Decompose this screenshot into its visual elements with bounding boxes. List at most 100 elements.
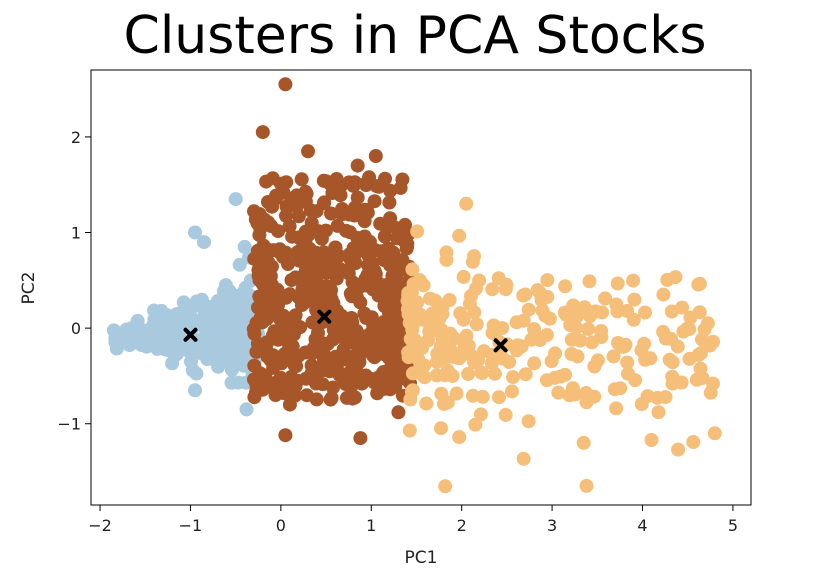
- cluster-3-point: [707, 426, 722, 441]
- cluster-3-point: [490, 321, 504, 336]
- cluster-3-point: [567, 387, 582, 402]
- cluster-3-point: [461, 367, 476, 381]
- cluster-3-point: [671, 442, 686, 457]
- cluster-2-point: [294, 172, 309, 187]
- cluster-2-point: [306, 364, 320, 379]
- cluster-3-point: [609, 401, 624, 416]
- cluster-1-point: [239, 402, 254, 417]
- cluster-1-point: [154, 318, 169, 333]
- cluster-3-point: [665, 355, 680, 370]
- cluster-1-point: [172, 314, 187, 329]
- cluster-3-point: [521, 414, 536, 429]
- cluster-3-point: [695, 370, 710, 385]
- cluster-2-point: [326, 296, 341, 311]
- cluster-2-point: [298, 224, 313, 239]
- cluster-3-point: [452, 351, 467, 366]
- cluster-2-point: [301, 144, 315, 159]
- cluster-2-point: [258, 373, 273, 388]
- cluster-1-point: [236, 358, 251, 373]
- cluster-1-point: [202, 305, 217, 320]
- cluster-3-point: [665, 369, 680, 384]
- cluster-2-point: [339, 390, 354, 405]
- cluster-3-point: [540, 273, 555, 288]
- cluster-2-point: [249, 385, 263, 400]
- centroid-marker-1: [183, 327, 198, 342]
- cluster-3-point: [438, 479, 453, 494]
- cluster-1-point: [197, 235, 211, 250]
- centroid-layer: [183, 309, 508, 353]
- cluster-3-point: [643, 351, 658, 366]
- cluster-2-point: [308, 332, 323, 347]
- cluster-3-point: [570, 309, 584, 324]
- cluster-2-point: [246, 322, 261, 337]
- cluster-2-point: [317, 195, 332, 210]
- cluster-2-point: [278, 428, 293, 443]
- cluster-3-point: [658, 331, 673, 346]
- cluster-2-point: [304, 293, 318, 308]
- cluster-2-point: [391, 405, 406, 420]
- cluster-3-point: [410, 224, 425, 239]
- cluster-2-point: [325, 354, 340, 369]
- cluster-3-point: [558, 367, 573, 382]
- cluster-3-point: [638, 305, 652, 320]
- cluster-2-point: [260, 349, 275, 364]
- cluster-2-point: [352, 348, 367, 363]
- cluster-3-point: [484, 356, 499, 371]
- cluster-3-point: [644, 433, 659, 447]
- cluster-2-point: [325, 186, 340, 200]
- cluster-3-point: [452, 228, 467, 243]
- cluster-2-point: [266, 327, 281, 342]
- cluster-3-point: [692, 276, 707, 291]
- cluster-3-point: [405, 366, 420, 381]
- cluster-3-point: [581, 322, 596, 336]
- cluster-3-point: [527, 356, 542, 371]
- cluster-3-point: [610, 276, 625, 291]
- cluster-2-point: [288, 270, 303, 285]
- cluster-1-point: [224, 375, 239, 390]
- cluster-3-point: [686, 435, 701, 449]
- cluster-3-point: [403, 392, 418, 407]
- cluster-3-point: [706, 334, 721, 349]
- cluster-1-point: [176, 295, 191, 310]
- cluster-3-point: [675, 300, 690, 315]
- cluster-3-point: [473, 407, 488, 422]
- y-tick-label: −1: [57, 415, 81, 434]
- cluster-2-point: [369, 179, 384, 194]
- cluster-1-point: [189, 366, 204, 381]
- cluster-1-point: [128, 325, 143, 340]
- cluster-3-point: [620, 355, 635, 370]
- cluster-3-point: [499, 277, 514, 292]
- cluster-3-point: [558, 279, 573, 294]
- cluster-3-point: [539, 373, 554, 388]
- cluster-3-point: [447, 331, 462, 346]
- cluster-3-point: [651, 405, 666, 420]
- cluster-3-point: [617, 339, 632, 354]
- cluster-3-point: [434, 421, 448, 436]
- cluster-3-point: [524, 332, 539, 347]
- cluster-2-point: [353, 431, 368, 446]
- cluster-2-point: [383, 313, 398, 328]
- plot-frame: [90, 69, 752, 506]
- x-tick-label: −2: [88, 516, 112, 535]
- cluster-2-point: [387, 220, 402, 235]
- cluster-2-point: [289, 359, 304, 374]
- cluster-3-point: [539, 328, 554, 342]
- cluster-3-point: [676, 324, 691, 339]
- cluster-1-point: [188, 225, 202, 240]
- cluster-3-point: [542, 311, 557, 326]
- cluster-2-point: [288, 379, 303, 394]
- cluster-2-point: [370, 386, 385, 401]
- cluster-1-point: [214, 317, 229, 332]
- cluster-2-point: [261, 195, 275, 209]
- cluster-3-point: [487, 366, 502, 381]
- cluster-3-point: [587, 359, 602, 374]
- cluster-2-point: [299, 388, 314, 403]
- cluster-2-point: [386, 245, 401, 260]
- cluster-3-point: [691, 347, 706, 362]
- cluster-2-point: [272, 242, 287, 257]
- x-tick-label: 1: [366, 516, 376, 535]
- cluster-3-point: [656, 287, 671, 302]
- cluster-3-point: [626, 273, 641, 288]
- cluster-3-point: [607, 382, 622, 397]
- cluster-3-point: [449, 386, 464, 401]
